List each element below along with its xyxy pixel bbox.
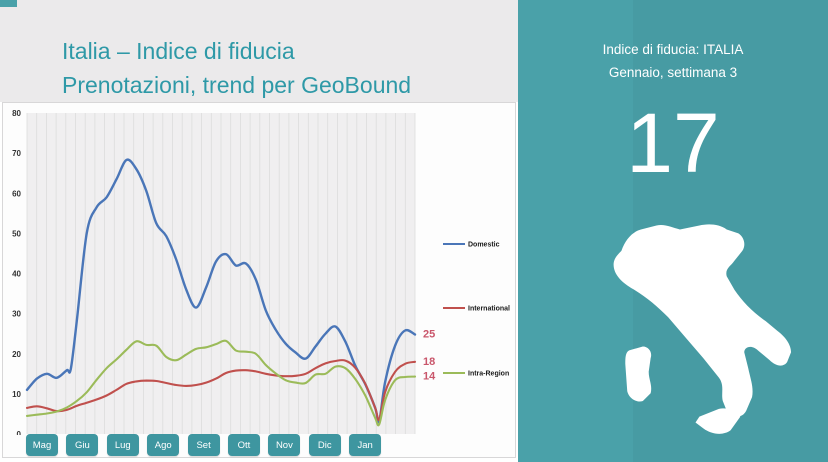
y-axis-tick: 70	[12, 149, 21, 158]
series-line-international	[25, 359, 417, 422]
confidence-trend-chart: 0 10 20 30 40 50 60 70 80 25 Domestic 18 Internation…	[12, 109, 510, 435]
end-value-label-domestic: 25	[423, 328, 435, 340]
month-button-mag[interactable]: Mag	[26, 434, 58, 456]
month-button-jan[interactable]: Jan	[349, 434, 382, 456]
series-line-intra-region	[25, 339, 417, 427]
y-axis-tick: 0	[17, 430, 22, 435]
italy-map	[613, 224, 792, 434]
page-title-line1: Italia – Indice di fiducia	[62, 38, 295, 64]
y-axis-tick: 50	[12, 229, 21, 238]
summary-heading: Indice di fiducia: ITALIA Gennaio, setti…	[573, 38, 773, 84]
month-buttons: Mag Giu Lug Ago Set Ott Nov Dic Jan	[3, 434, 517, 458]
month-button-nov[interactable]: Nov	[268, 434, 301, 456]
header-background	[0, 0, 518, 102]
y-axis-tick: 20	[12, 350, 21, 359]
y-axis-tick: 40	[12, 270, 21, 279]
legend-label-intra-region[interactable]: Intra-Region	[468, 371, 509, 378]
month-button-ott[interactable]: Ott	[228, 434, 260, 456]
month-button-set[interactable]: Set	[187, 434, 220, 456]
end-value-label-international: 18	[423, 356, 435, 368]
legend-label-domestic[interactable]: Domestic	[468, 242, 500, 249]
y-axis-tick: 10	[12, 390, 21, 399]
confidence-index-value: 17	[626, 96, 720, 190]
summary-heading-line2: Gennaio, settimana 3	[608, 65, 738, 80]
end-value-label-intra-region: 14	[423, 371, 436, 383]
month-button-giu[interactable]: Giu	[66, 434, 99, 456]
series-line-domestic	[25, 158, 417, 424]
legend-label-international[interactable]: International	[468, 306, 510, 313]
summary-panel: Indice di fiducia: ITALIA Gennaio, setti…	[518, 0, 828, 462]
y-axis-tick: 30	[12, 310, 21, 319]
y-axis-tick: 80	[12, 109, 21, 118]
page-title: Italia – Indice di fiducia Prenotazioni,…	[62, 34, 502, 102]
month-button-ago[interactable]: Ago	[147, 434, 180, 456]
month-button-dic[interactable]: Dic	[308, 434, 341, 456]
corner-logo-chip	[0, 0, 17, 7]
y-axis-tick: 60	[12, 189, 21, 198]
page-title-line2: Prenotazioni, trend per GeoBound	[62, 72, 412, 98]
italy-map-icon	[598, 194, 793, 456]
chart-panel: 0 10 20 30 40 50 60 70 80 25 Domestic 18 Internation…	[2, 102, 516, 458]
summary-heading-line1: Indice di fiducia: ITALIA	[602, 42, 744, 57]
month-button-lug[interactable]: Lug	[106, 434, 139, 456]
